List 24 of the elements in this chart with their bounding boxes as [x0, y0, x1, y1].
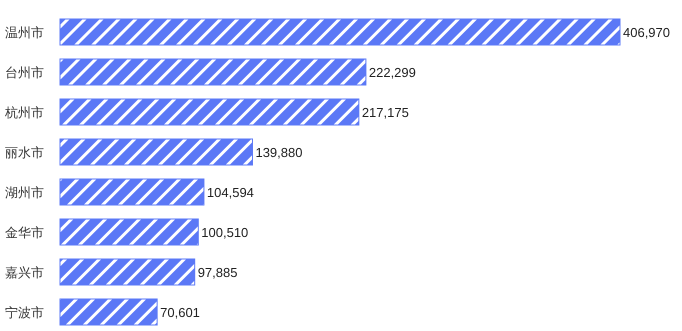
data-label: 70,601: [160, 305, 200, 320]
bar: [60, 218, 199, 246]
data-label: 222,299: [368, 65, 416, 80]
bar: [60, 98, 360, 126]
data-label: 406,970: [623, 25, 670, 40]
bar: [60, 58, 366, 86]
data-label: 97,885: [198, 265, 238, 280]
data-label: 104,594: [206, 185, 254, 200]
y-tick-label: 温州市: [5, 26, 44, 41]
y-tick-label: 宁波市: [5, 305, 44, 321]
bar: [60, 138, 253, 166]
y-tick-label: 湖州市: [5, 186, 44, 201]
y-tick-label: 台州市: [5, 66, 44, 81]
bar: [60, 18, 620, 46]
data-label: 100,510: [201, 225, 248, 240]
data-label: 217,175: [362, 105, 409, 120]
bar: [60, 298, 158, 326]
y-tick-label: 嘉兴市: [5, 266, 44, 281]
y-tick-label: 杭州市: [4, 106, 44, 121]
bar: [60, 258, 196, 286]
y-tick-label: 丽水市: [5, 146, 44, 161]
data-label: 139,880: [255, 145, 302, 160]
y-tick-label: 金华市: [5, 226, 44, 241]
bar: [60, 178, 204, 206]
